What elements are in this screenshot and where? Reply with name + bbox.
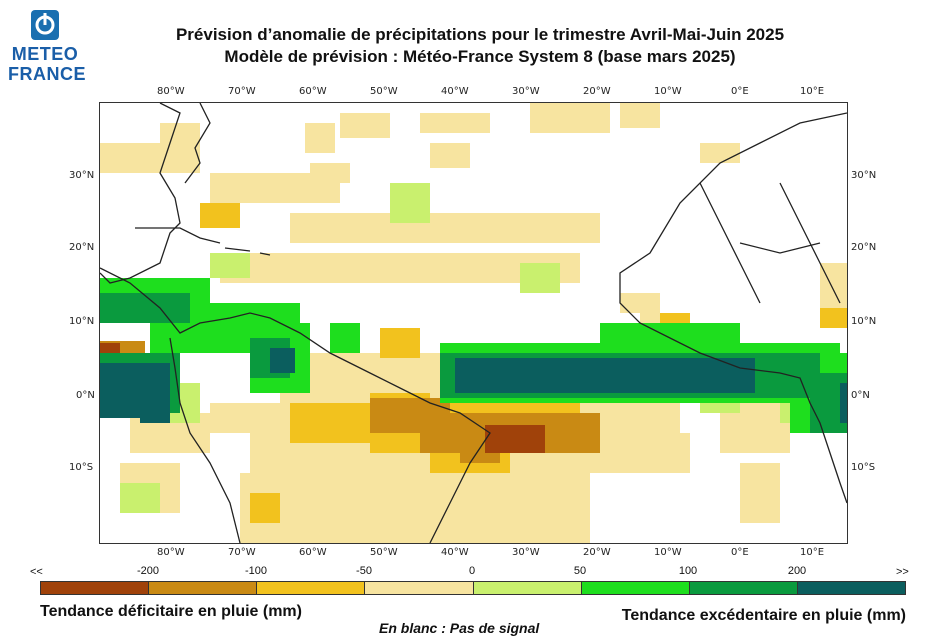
map-subtitle: Modèle de prévision : Météo-France Syste… [224,47,736,66]
lat-label-right: 20°N [851,242,877,253]
lon-label-top: 10°E [800,86,825,97]
lon-label-top: 60°W [299,86,327,97]
lon-label-bottom: 10°W [654,547,682,558]
colorbar-tick: 50 [573,565,587,577]
colorbar-tick: 0 [468,565,476,577]
colorbar-segment [473,582,582,594]
lat-label-left: 0°N [76,390,95,401]
lon-label-top: 10°W [654,86,682,97]
colorbar-segment [41,582,150,594]
lon-label-bottom: 80°W [157,547,185,558]
lon-label-bottom: 70°W [228,547,256,558]
colorbar-segment [581,582,690,594]
lon-label-top: 50°W [370,86,398,97]
colorbar-segment [689,582,798,594]
very-strong-excess-zones [100,348,847,423]
coastlines [100,103,847,543]
precipitation-anomaly-map [99,102,848,544]
lon-label-top: 70°W [228,86,256,97]
lat-label-left: 20°N [69,242,95,253]
meteo-france-logo: METEO FRANCE [8,10,86,84]
lon-label-top: 40°W [441,86,469,97]
colorbar-segment [257,582,366,594]
logo-icon [31,10,59,40]
lat-label-right: 30°N [851,170,877,181]
excess-legend-label: Tendance excédentaire en pluie (mm) [621,607,906,624]
colorbar-segment [149,582,258,594]
colorbar-right-end: >> [896,566,909,578]
lon-label-bottom: 20°W [583,547,611,558]
lat-label-left: 10°N [69,316,95,327]
colorbar-tick: -200 [136,565,160,577]
lon-label-top: 30°W [512,86,540,97]
colorbar-tick: -100 [244,565,268,577]
lon-label-bottom: 40°W [441,547,469,558]
lon-label-top: 20°W [583,86,611,97]
logo-line1: METEO [11,44,79,64]
colorbar-left-end: << [30,566,43,578]
lon-label-bottom: 50°W [370,547,398,558]
precipitation-colorbar [40,581,906,595]
lon-label-bottom: 60°W [299,547,327,558]
colorbar-tick: 200 [787,565,807,577]
deficit-legend-label: Tendance déficitaire en pluie (mm) [40,603,302,620]
lon-label-top: 80°W [157,86,185,97]
colorbar-segment [797,582,905,594]
extreme-deficit-zones [100,343,545,453]
lon-label-bottom: 0°E [731,547,749,558]
lat-label-right: 10°N [851,316,877,327]
colorbar-tick: -50 [356,565,372,577]
map-title: Prévision d’anomalie de précipitations p… [175,25,785,44]
lat-label-left: 30°N [69,170,95,181]
lon-label-bottom: 30°W [512,547,540,558]
lat-label-left: 10°S [69,462,94,473]
lon-label-bottom: 10°E [800,547,825,558]
lat-label-right: 10°S [851,462,876,473]
no-signal-note: En blanc : Pas de signal [379,620,540,636]
lat-label-right: 0°N [851,390,870,401]
colorbar-segment [365,582,474,594]
lon-label-top: 0°E [731,86,749,97]
logo-line2: FRANCE [8,64,86,84]
colorbar-tick: 100 [678,565,698,577]
map-svg [100,103,847,543]
